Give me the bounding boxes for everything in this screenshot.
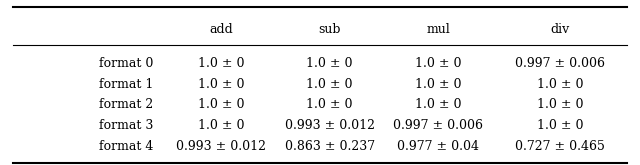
Text: 0.997 ± 0.006: 0.997 ± 0.006 xyxy=(515,57,605,70)
Text: 1.0 ± 0: 1.0 ± 0 xyxy=(537,119,583,132)
Text: format 4: format 4 xyxy=(99,140,154,153)
Text: 1.0 ± 0: 1.0 ± 0 xyxy=(415,98,461,111)
Text: mul: mul xyxy=(426,23,451,36)
Text: 1.0 ± 0: 1.0 ± 0 xyxy=(307,98,353,111)
Text: sub: sub xyxy=(318,23,341,36)
Text: format 3: format 3 xyxy=(99,119,154,132)
Text: 1.0 ± 0: 1.0 ± 0 xyxy=(415,78,461,91)
Text: 1.0 ± 0: 1.0 ± 0 xyxy=(537,78,583,91)
Text: div: div xyxy=(550,23,570,36)
Text: format 0: format 0 xyxy=(99,57,154,70)
Text: 0.977 ± 0.04: 0.977 ± 0.04 xyxy=(397,140,479,153)
Text: 1.0 ± 0: 1.0 ± 0 xyxy=(415,57,461,70)
Text: 1.0 ± 0: 1.0 ± 0 xyxy=(198,119,244,132)
Text: 0.997 ± 0.006: 0.997 ± 0.006 xyxy=(394,119,483,132)
Text: 0.863 ± 0.237: 0.863 ± 0.237 xyxy=(285,140,374,153)
Text: format 1: format 1 xyxy=(99,78,154,91)
Text: 1.0 ± 0: 1.0 ± 0 xyxy=(307,78,353,91)
Text: 1.0 ± 0: 1.0 ± 0 xyxy=(198,98,244,111)
Text: format 2: format 2 xyxy=(99,98,154,111)
Text: 1.0 ± 0: 1.0 ± 0 xyxy=(307,57,353,70)
Text: 1.0 ± 0: 1.0 ± 0 xyxy=(198,57,244,70)
Text: 1.0 ± 0: 1.0 ± 0 xyxy=(537,98,583,111)
Text: 0.993 ± 0.012: 0.993 ± 0.012 xyxy=(176,140,266,153)
Text: 0.993 ± 0.012: 0.993 ± 0.012 xyxy=(285,119,374,132)
Text: add: add xyxy=(209,23,233,36)
Text: 0.727 ± 0.465: 0.727 ± 0.465 xyxy=(515,140,605,153)
Text: 1.0 ± 0: 1.0 ± 0 xyxy=(198,78,244,91)
